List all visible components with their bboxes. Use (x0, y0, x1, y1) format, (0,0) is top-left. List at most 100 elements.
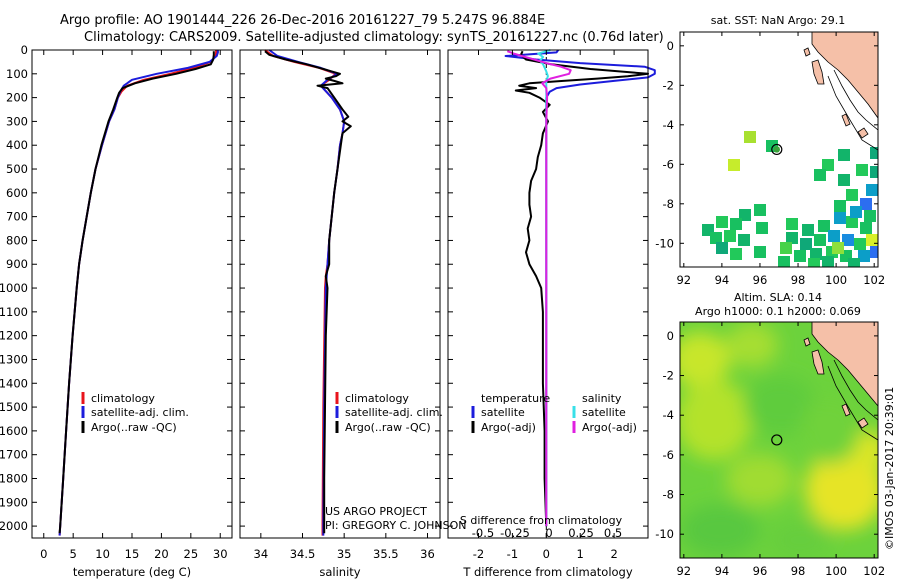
x-tick-label: -2 (473, 547, 484, 561)
sst-cell (858, 250, 870, 262)
y-tick-label: 300 (6, 114, 28, 128)
lon-tick-label: 98 (791, 564, 806, 578)
island-shape (811, 59, 825, 85)
y-tick-label: 200 (6, 91, 28, 105)
lon-tick-label: 102 (863, 273, 885, 287)
y-tick-label: 1600 (0, 424, 28, 438)
float-position-marker (771, 143, 783, 156)
sst-cell (786, 232, 798, 244)
y-tick-label: 600 (6, 186, 28, 200)
sst-cell (860, 198, 872, 210)
s-tick-label: -0.5 (472, 526, 494, 540)
sla-lon-axis: 92 94 96 98 100 102 (676, 322, 885, 578)
series-line-salinity-argo-adj (506, 50, 572, 527)
bathymetry-contour (827, 365, 878, 441)
x-tick-label: 30 (213, 547, 228, 561)
sla-map: Altim. SLA: 0.14 Argo h1000: 0.1 h2000: … (655, 291, 885, 578)
x-tick-label: 25 (184, 547, 199, 561)
lat-tick-label: -10 (655, 236, 674, 250)
sst-cell (754, 246, 766, 258)
sst-cell (860, 222, 872, 234)
sst-cell (786, 218, 798, 230)
temperature-axes-frame (31, 49, 233, 539)
series-line-climatology (58, 50, 218, 536)
sst-cell (866, 184, 878, 196)
sst-cell (838, 174, 850, 186)
lat-tick-label: 0 (667, 329, 674, 343)
sst-cell (822, 159, 834, 171)
salinity-axis-label: salinity (319, 565, 360, 579)
sumatra-coast (811, 32, 878, 119)
sst-map: sat. SST: NaN Argo: 29.1 0 -2 -4 -6 -8 -10 92… (655, 14, 885, 287)
island-shape (841, 113, 851, 127)
series-line-argo-raw-qc- (58, 51, 215, 534)
sst-cell (822, 256, 834, 267)
y-tick-label: 900 (6, 257, 28, 271)
lat-tick-label: -2 (663, 78, 674, 92)
sst-cell (854, 238, 866, 250)
sumatra-coast (811, 322, 878, 407)
lon-tick-label: 92 (676, 564, 691, 578)
y-tick-label: 1000 (0, 281, 28, 295)
sst-cell (832, 242, 844, 254)
difference-panel: -2 -1 0 1 2 -0.5 -0.25 0 0.25 0.5 S difference f… (447, 49, 656, 579)
sst-cell (848, 258, 860, 267)
sst-cell (838, 149, 850, 161)
y-tick-label: 1500 (0, 400, 28, 414)
lat-tick-label: -4 (663, 118, 674, 132)
float-position-dot (773, 146, 780, 153)
s-tick-label: 0.5 (604, 526, 622, 540)
sst-cells (702, 131, 878, 267)
sst-cell (846, 216, 858, 228)
x-tick-label: 5 (70, 547, 77, 561)
series-line-satellite-adj-clim- (58, 50, 219, 536)
temperature-legend: climatology satellite-adj. clim. Argo(..… (81, 392, 189, 434)
sst-cell (728, 159, 740, 171)
s-tick-label: 0.25 (568, 526, 594, 540)
series-line-argo-raw-qc- (264, 50, 352, 534)
bathymetry-contour (833, 69, 878, 131)
series-line-temperature-satellite (504, 49, 656, 527)
x-tick-label: 0 (40, 547, 47, 561)
series-line-climatology (264, 49, 346, 536)
sla-map-title: Altim. SLA: 0.14 (734, 291, 822, 304)
climatology-title: Climatology: CARS2009. Satellite-adjuste… (84, 30, 664, 45)
series-line-temperature-argo-adj (514, 50, 649, 527)
salinity-plot-area (264, 49, 352, 536)
sst-cell (814, 234, 826, 246)
sst-cell (866, 234, 878, 246)
lon-tick-label: 100 (825, 564, 847, 578)
sst-lat-axis: 0 -2 -4 -6 -8 -10 (655, 39, 878, 250)
legend-temperature-heading: temperature (481, 392, 550, 405)
bathymetry-contour (827, 75, 878, 151)
sst-cell (716, 216, 728, 228)
sst-cell (870, 246, 878, 258)
sst-cell (802, 224, 814, 236)
sst-cell (724, 230, 736, 242)
sla-lat-axis: 0 -2 -4 -6 -8 -10 (655, 329, 878, 541)
x-tick-label: 10 (95, 547, 110, 561)
x-tick-label: 1 (577, 547, 584, 561)
sst-lon-axis: 92 94 96 98 100 102 (676, 32, 885, 287)
sst-cell (856, 164, 868, 176)
sst-cell (710, 232, 722, 244)
t-difference-axis: -2 -1 0 1 2 (448, 49, 648, 561)
lon-tick-label: 98 (791, 273, 806, 287)
salinity-axes-frame (239, 49, 441, 539)
y-tick-label: 1700 (0, 448, 28, 462)
x-tick-label: 15 (125, 547, 140, 561)
bathymetry-contour (833, 359, 878, 421)
salinity-axis: 34 34.5 35 35.5 36 (240, 49, 440, 561)
y-tick-label: 400 (6, 138, 28, 152)
y-tick-label: 700 (6, 210, 28, 224)
x-tick-label: 34.5 (290, 547, 316, 561)
sst-cell (870, 166, 878, 178)
island-shape (857, 127, 869, 139)
sst-map-title: sat. SST: NaN Argo: 29.1 (711, 14, 845, 27)
island-shape (857, 417, 869, 429)
island-shape (841, 403, 851, 417)
sst-cell (730, 248, 742, 260)
sst-cell (828, 230, 840, 242)
sst-map-frame (679, 31, 879, 268)
